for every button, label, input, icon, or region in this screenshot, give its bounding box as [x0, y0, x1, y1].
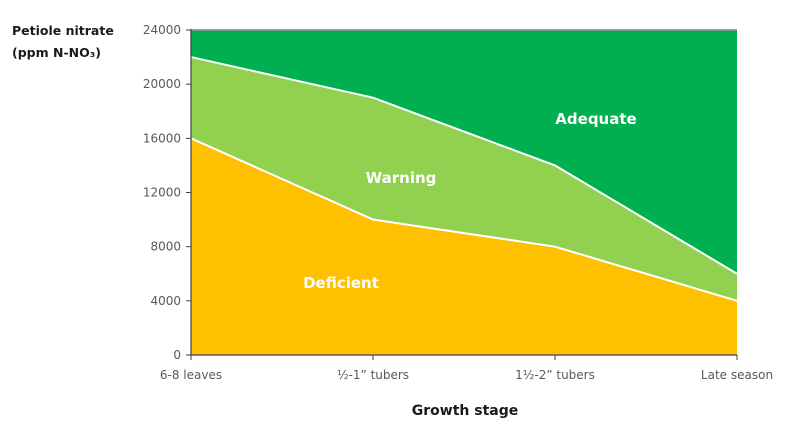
- y-tick-label: 16000: [143, 131, 181, 145]
- region-warning: [191, 57, 737, 301]
- y-axis-title-line2: (ppm N-NO₃): [12, 45, 101, 60]
- y-tick-label: 12000: [143, 186, 181, 200]
- x-axis-title: Growth stage: [411, 403, 519, 419]
- y-axis-title-line1: Petiole nitrate: [12, 23, 114, 38]
- boundary-warning-adequate: [190, 56, 738, 275]
- region-label-warning: Warning: [366, 169, 437, 187]
- region-adequate: [191, 30, 737, 274]
- y-tick-label: 8000: [150, 240, 181, 254]
- region-label-deficient: Deficient: [303, 274, 379, 292]
- x-tick-label: 6-8 leaves: [160, 368, 222, 382]
- region-deficient: [191, 138, 737, 355]
- x-tick-label: 1½-2” tubers: [515, 368, 595, 382]
- x-tick-label: ½-1” tubers: [337, 368, 409, 382]
- y-tick-label: 0: [173, 348, 181, 362]
- y-tick-label: 20000: [143, 77, 181, 91]
- y-tick-label: 24000: [143, 23, 181, 37]
- y-tick-label: 4000: [150, 294, 181, 308]
- region-label-adequate: Adequate: [555, 110, 636, 128]
- y-axis-title: Petiole nitrate (ppm N-NO₃): [12, 20, 114, 64]
- x-tick-label: Late season: [701, 368, 773, 382]
- boundary-deficient-warning: [190, 137, 738, 302]
